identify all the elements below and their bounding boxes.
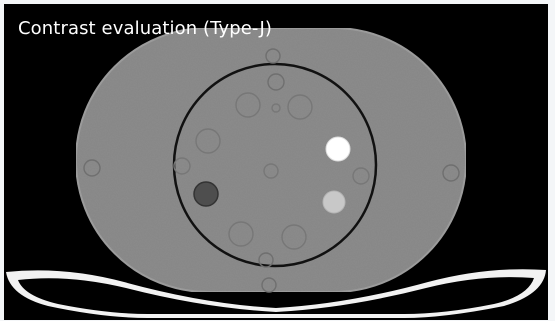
phantom-drawing [6,27,546,318]
dark-insert [193,181,219,207]
bright-insert [325,136,351,162]
ct-phantom-image: Contrast evaluation (Type-J) [4,4,548,320]
phantom-body [75,27,467,293]
outer-rods [83,48,460,293]
medium-insert [322,190,346,214]
image-caption: Contrast evaluation (Type-J) [18,18,273,39]
low-contrast-inserts [173,92,370,250]
couch-inner [18,277,534,314]
